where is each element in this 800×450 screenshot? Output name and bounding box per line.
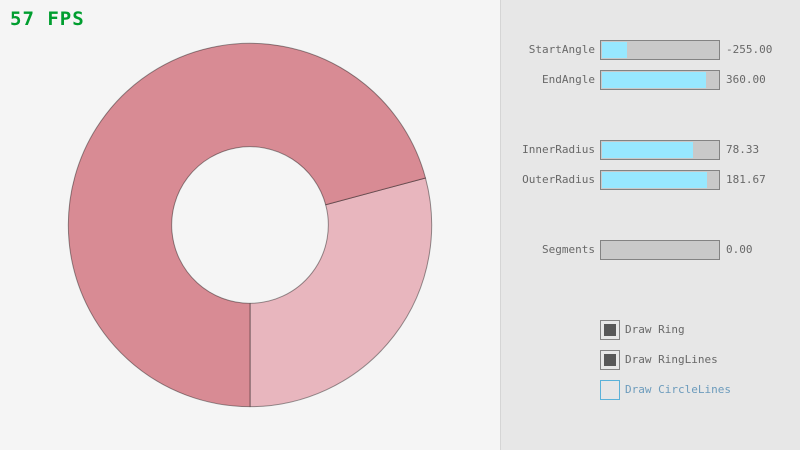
slider-bar-outerradius[interactable] [600,170,720,190]
checkbox-row-draw-ring: Draw Ring [0,320,800,340]
slider-bar-endangle[interactable] [600,70,720,90]
slider-row-segments: Segments 0.00 [0,240,800,260]
slider-label: EndAngle [542,73,595,86]
slider-fill [602,172,707,188]
slider-fill [602,142,693,158]
slider-row-endangle: EndAngle 360.00 [0,70,800,90]
slider-bar-segments[interactable] [600,240,720,260]
slider-label: StartAngle [528,43,595,56]
ring-segment-double [67,42,427,408]
slider-label: OuterRadius [522,173,595,186]
checkbox-row-draw-ringlines: Draw RingLines [0,350,800,370]
slider-bar-innerradius[interactable] [600,140,720,160]
slider-fill [602,72,706,88]
slider-label: InnerRadius [522,143,595,156]
slider-row-innerradius: InnerRadius 78.33 [0,140,800,160]
slider-value: 0.00 [726,243,753,256]
slider-row-startangle: StartAngle -255.00 [0,40,800,60]
slider-value: 181.67 [726,173,766,186]
checkbox-label: Draw RingLines [625,353,718,366]
slider-value: 360.00 [726,73,766,86]
checkbox-check-mark [604,324,616,336]
checkbox-draw-ringlines[interactable] [600,350,620,370]
checkbox-draw-circlelines[interactable] [600,380,620,400]
slider-label: Segments [542,243,595,256]
checkbox-label: Draw Ring [625,323,685,336]
slider-fill [602,42,627,58]
slider-value: 78.33 [726,143,760,156]
checkbox-check-mark [604,354,616,366]
fps-counter: 57 FPS [10,8,85,30]
checkbox-row-draw-circlelines: Draw CircleLines [0,380,800,400]
checkbox-draw-ring[interactable] [600,320,620,340]
slider-row-outerradius: OuterRadius 181.67 [0,170,800,190]
checkbox-label: Draw CircleLines [625,383,731,396]
slider-value: -255.00 [726,43,773,56]
slider-bar-startangle[interactable] [600,40,720,60]
ring-segment-single [249,177,433,408]
